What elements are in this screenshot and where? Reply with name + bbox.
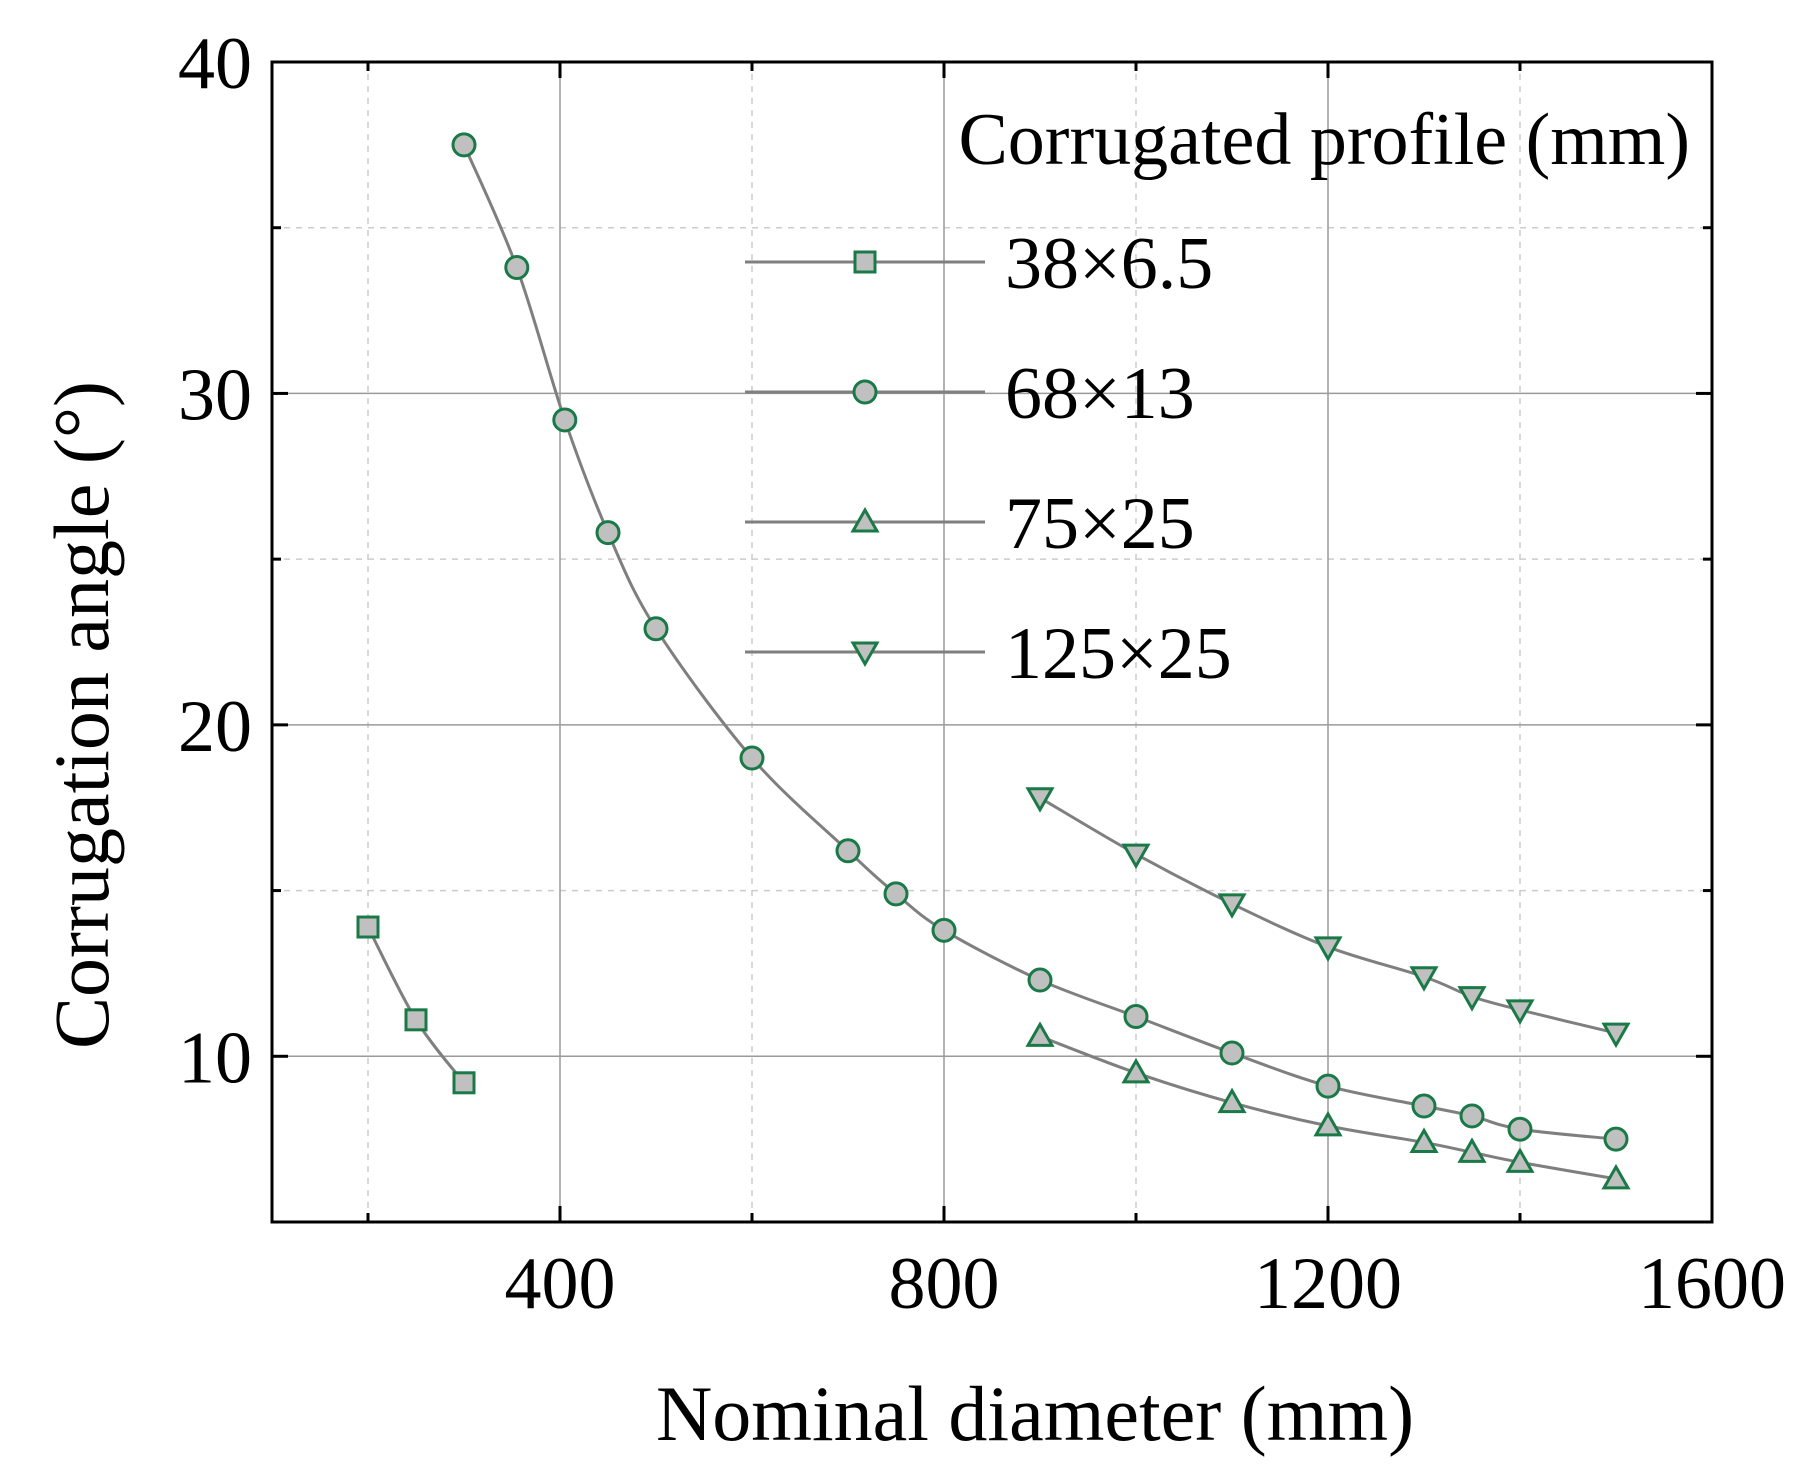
series-3 <box>1025 1021 1631 1190</box>
data-point <box>1217 1087 1247 1114</box>
legend-item: 75×25 <box>745 483 1195 565</box>
data-point <box>1027 967 1053 993</box>
legend-title: Corrugated profile (mm) <box>958 99 1690 181</box>
y-axis-label: Corrugation angle (°) <box>38 381 125 1049</box>
x-tick-label: 1200 <box>1254 1243 1402 1325</box>
legend-label: 68×13 <box>1005 353 1195 435</box>
legend: Corrugated profile (mm) 38×6.5 68×13 75×25… <box>745 99 1690 695</box>
legend-item: 68×13 <box>745 353 1195 435</box>
legend-marker <box>852 379 878 405</box>
data-point <box>643 616 669 642</box>
data-point <box>1123 1004 1149 1030</box>
data-point <box>1313 1110 1343 1137</box>
data-point <box>1121 1057 1151 1084</box>
series-group <box>356 132 1631 1190</box>
data-point <box>1459 1103 1485 1129</box>
data-point <box>1025 787 1055 813</box>
y-tick-label: 40 <box>178 23 252 105</box>
series-4 <box>1025 787 1631 1049</box>
legend-label: 125×25 <box>1005 613 1232 695</box>
data-point <box>739 745 765 771</box>
data-point <box>1505 999 1535 1025</box>
data-point <box>504 254 530 280</box>
data-point <box>1601 1163 1631 1190</box>
data-point <box>1603 1126 1629 1152</box>
grid <box>272 62 1712 1222</box>
data-point <box>1121 843 1151 870</box>
legend-marker <box>850 506 880 533</box>
data-point <box>1505 1147 1535 1173</box>
x-axis-label: Nominal diameter (mm) <box>656 1370 1414 1457</box>
data-point <box>1219 1040 1245 1066</box>
legend-label: 38×6.5 <box>1005 223 1213 305</box>
data-point <box>1313 936 1343 962</box>
plot-frame <box>270 60 1714 1224</box>
data-point <box>1409 1127 1439 1153</box>
y-tick-label: 10 <box>178 1017 252 1099</box>
data-point <box>452 1071 476 1095</box>
series-2 <box>451 132 1629 1152</box>
data-point <box>1601 1022 1631 1049</box>
y-tick-label: 20 <box>178 686 252 768</box>
data-point <box>1507 1116 1533 1142</box>
data-point <box>595 520 621 546</box>
legend-item: 38×6.5 <box>745 223 1213 305</box>
data-point <box>1025 1021 1055 1047</box>
data-point <box>931 917 957 943</box>
y-tick-label: 30 <box>178 354 252 436</box>
legend-item: 125×25 <box>745 613 1232 695</box>
data-point <box>552 407 578 433</box>
legend-marker <box>853 250 877 274</box>
data-point <box>1409 966 1439 992</box>
legend-label: 75×25 <box>1005 483 1195 565</box>
legend-marker <box>850 641 880 668</box>
x-tick-label: 1600 <box>1638 1243 1786 1325</box>
series-1 <box>356 915 476 1095</box>
data-point <box>835 838 861 864</box>
data-point <box>1217 893 1247 919</box>
axis-ticks: 400 800 1200 1600 10 20 30 40 <box>178 23 1786 1325</box>
x-tick-label: 400 <box>505 1243 616 1325</box>
data-point <box>1315 1073 1341 1099</box>
data-point <box>1411 1093 1437 1119</box>
data-point <box>451 132 477 158</box>
data-point <box>404 1008 428 1032</box>
data-point <box>883 881 909 907</box>
data-point <box>1457 1137 1487 1163</box>
data-point <box>1457 986 1487 1012</box>
data-point <box>356 915 380 939</box>
x-tick-label: 800 <box>889 1243 1000 1325</box>
series-line <box>366 926 466 1084</box>
